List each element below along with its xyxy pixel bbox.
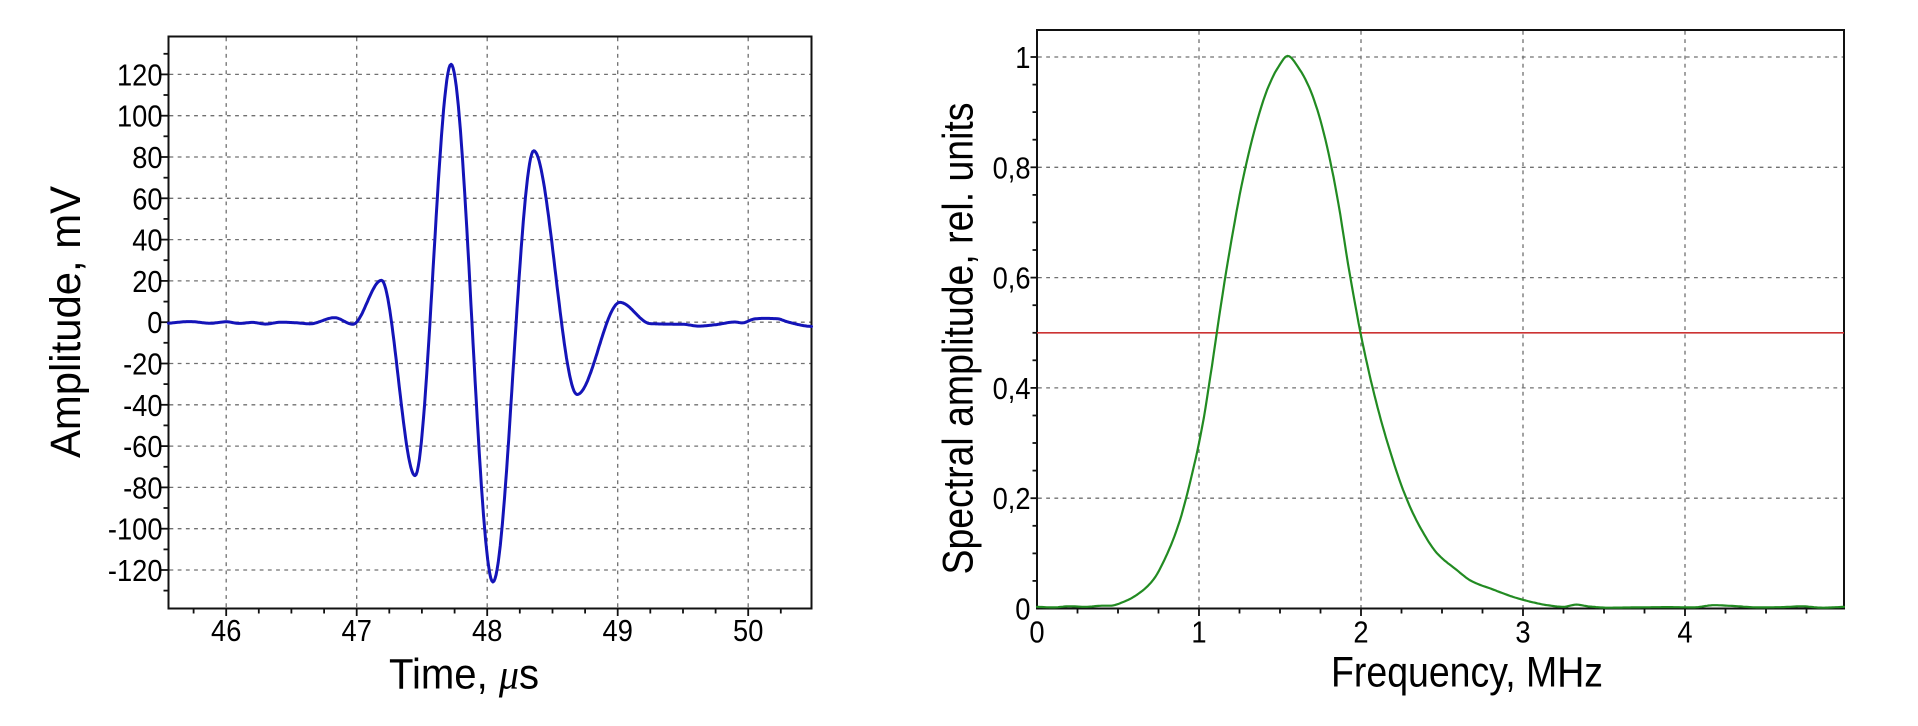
svg-text:0,2: 0,2	[993, 481, 1031, 516]
svg-text:0: 0	[1015, 592, 1030, 627]
svg-text:-100: -100	[108, 512, 163, 547]
svg-text:-80: -80	[123, 470, 162, 505]
svg-text:0,4: 0,4	[993, 371, 1031, 406]
svg-text:3: 3	[1515, 614, 1530, 649]
svg-text:46: 46	[211, 613, 241, 648]
svg-text:47: 47	[342, 613, 372, 648]
svg-text:4: 4	[1677, 614, 1692, 649]
svg-text:0: 0	[147, 305, 162, 340]
svg-text:0: 0	[1029, 614, 1044, 649]
svg-text:Spectral amplitude, rel. units: Spectral amplitude, rel. units	[936, 103, 983, 575]
svg-text:20: 20	[132, 264, 162, 299]
svg-text:1: 1	[1015, 40, 1030, 75]
svg-text:-20: -20	[123, 347, 162, 382]
svg-text:100: 100	[117, 99, 163, 134]
svg-text:120: 120	[117, 57, 163, 92]
svg-text:48: 48	[472, 613, 502, 648]
svg-text:2: 2	[1353, 614, 1368, 649]
svg-text:-40: -40	[123, 388, 162, 423]
svg-text:80: 80	[132, 140, 162, 175]
svg-text:60: 60	[132, 181, 162, 216]
svg-text:Amplitude, mV: Amplitude, mV	[43, 185, 90, 458]
svg-text:40: 40	[132, 223, 162, 258]
svg-text:49: 49	[603, 613, 633, 648]
svg-text:1: 1	[1191, 614, 1206, 649]
svg-text:50: 50	[733, 613, 763, 648]
svg-text:Frequency, MHz: Frequency, MHz	[1331, 650, 1603, 697]
svg-text:0,8: 0,8	[993, 150, 1031, 185]
svg-text:-60: -60	[123, 429, 162, 464]
svg-text:-120: -120	[108, 553, 163, 588]
svg-text:0,6: 0,6	[993, 261, 1031, 296]
svg-text:Time, μs: Time, μs	[389, 652, 539, 699]
